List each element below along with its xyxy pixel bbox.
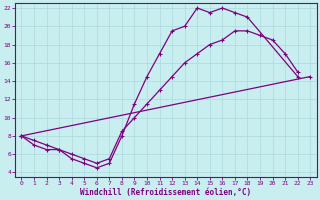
X-axis label: Windchill (Refroidissement éolien,°C): Windchill (Refroidissement éolien,°C) xyxy=(80,188,252,197)
